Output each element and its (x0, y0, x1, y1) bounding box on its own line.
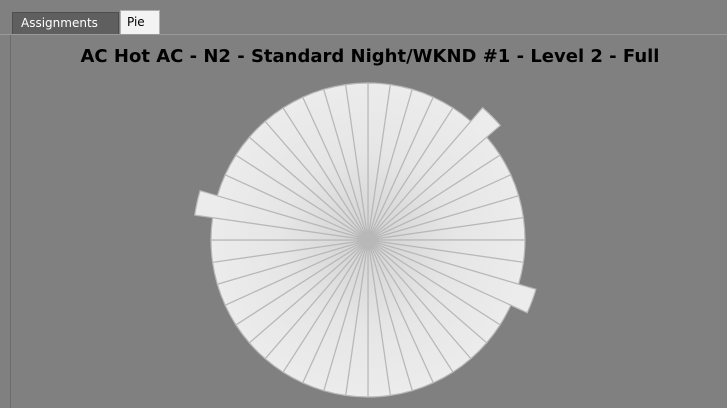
panel-left-border (10, 35, 11, 408)
pie-slice-13[interactable] (367, 239, 537, 314)
pie-slice-43[interactable] (344, 82, 369, 241)
tab-strip: Assignments Pie (0, 0, 727, 36)
pie-slice-5[interactable] (367, 106, 502, 241)
tab-divider (0, 34, 727, 35)
pie-slices (194, 82, 537, 398)
tab-assignments[interactable]: Assignments (12, 12, 119, 35)
chart-title: AC Hot AC - N2 - Standard Night/WKND #1 … (80, 46, 660, 67)
